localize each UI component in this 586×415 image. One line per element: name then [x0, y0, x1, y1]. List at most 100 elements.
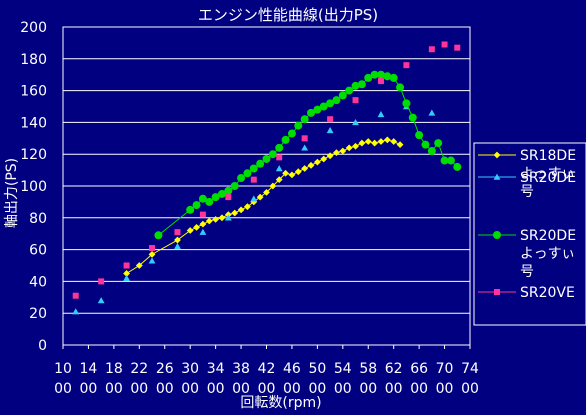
data-point-triangle	[428, 109, 436, 116]
y-tick-label: 80	[29, 211, 47, 227]
data-point-circle	[408, 113, 417, 122]
data-point-triangle	[352, 119, 359, 126]
data-point-triangle	[377, 111, 385, 118]
x-tick-label: 46 00	[283, 361, 301, 397]
x-tick-label-line: 00	[130, 381, 148, 397]
x-tick-label: 62 00	[385, 361, 403, 397]
y-tick-label: 180	[20, 52, 47, 68]
y-tick-label: 40	[29, 274, 47, 290]
data-point-circle	[389, 73, 398, 82]
data-point-circle	[300, 115, 309, 124]
data-point-square	[454, 44, 461, 51]
data-point-diamond	[205, 217, 213, 225]
data-point-triangle	[148, 257, 156, 264]
data-point-circle	[287, 129, 296, 138]
x-tick-label-line: 00	[385, 381, 403, 397]
data-point-diamond	[282, 169, 289, 177]
data-point-circle	[364, 73, 373, 82]
data-point-circle	[211, 193, 220, 202]
data-point-square	[123, 262, 130, 269]
x-tick-label-line: 00	[258, 381, 276, 397]
y-tick-label: 140	[20, 115, 47, 131]
series-3	[72, 41, 461, 299]
data-point-circle	[370, 70, 379, 79]
x-tick-label-line: 00	[232, 381, 250, 397]
data-point-circle	[224, 186, 233, 195]
x-tick-label: 54 00	[334, 361, 352, 397]
data-point-circle	[332, 96, 341, 105]
data-point-diamond	[301, 165, 309, 172]
data-point-diamond	[231, 209, 239, 217]
data-point-triangle	[301, 144, 309, 151]
data-point-diamond	[339, 147, 347, 155]
x-tick-label-line: 00	[181, 381, 199, 397]
data-point-circle	[434, 139, 443, 148]
data-point-diamond	[237, 206, 245, 214]
legend-label-line: よっすぃ	[520, 246, 575, 262]
data-point-circle	[427, 147, 436, 156]
data-point-circle	[275, 143, 284, 152]
x-tick-label-line: 00	[156, 381, 174, 397]
x-tick-label-line: 00	[105, 381, 123, 397]
data-point-diamond	[294, 168, 302, 176]
data-point-diamond	[371, 139, 379, 147]
data-point-diamond	[307, 161, 315, 169]
data-point-triangle	[72, 308, 80, 315]
x-tick-label: 14 00	[80, 361, 98, 397]
data-point-diamond	[396, 141, 404, 149]
x-tick-label-line: 54	[334, 361, 352, 377]
data-point-triangle	[224, 214, 232, 221]
x-tick-label: 50 00	[308, 361, 326, 397]
data-point-square	[149, 245, 156, 252]
data-point-diamond	[345, 144, 353, 152]
x-tick-label-line: 10	[54, 361, 72, 377]
legend-label: SR20DE よっすぃ号	[520, 228, 576, 280]
data-point-square	[441, 41, 448, 48]
data-point-square	[250, 176, 257, 183]
data-point-diamond	[313, 158, 321, 166]
data-point-square	[377, 78, 384, 85]
x-tick-label-line: 00	[436, 381, 454, 397]
x-tick-label-line: 74	[461, 361, 479, 377]
x-tick-label: 18 00	[105, 361, 123, 397]
data-point-circle	[326, 99, 335, 108]
data-point-diamond	[364, 138, 372, 145]
x-tick-label: 38 00	[232, 361, 250, 397]
data-point-triangle	[123, 274, 130, 281]
x-tick-label-line: 38	[232, 361, 250, 377]
x-tick-label-line: 42	[258, 361, 276, 377]
data-point-square	[225, 194, 232, 201]
x-tick-label: 34 00	[207, 361, 225, 397]
x-tick-label: 42 00	[258, 361, 276, 397]
legend-label: SR20DE	[520, 170, 576, 186]
data-point-circle	[313, 105, 322, 114]
data-point-diamond	[383, 136, 391, 144]
data-point-triangle	[199, 228, 207, 235]
series-0	[123, 136, 404, 277]
data-point-circle	[281, 135, 290, 144]
data-point-diamond	[199, 220, 207, 228]
data-point-circle	[243, 169, 252, 178]
data-point-diamond	[390, 138, 398, 145]
data-point-triangle	[326, 126, 334, 134]
data-point-triangle	[275, 165, 283, 172]
series-layer	[72, 41, 462, 315]
data-point-diamond	[148, 250, 156, 258]
data-point-circle	[294, 121, 303, 130]
grid-layer	[62, 26, 471, 346]
x-tick-label-line: 18	[105, 361, 123, 377]
x-tick-label-line: 00	[461, 381, 479, 397]
legend-item-2: SR20DE よっすぃ号	[478, 228, 576, 280]
data-point-square	[428, 46, 435, 53]
data-point-circle	[396, 83, 405, 92]
data-point-circle	[256, 159, 265, 168]
data-point-circle	[345, 86, 354, 95]
x-tick-label-line: 00	[207, 381, 225, 397]
x-tick-label-line: 00	[410, 381, 428, 397]
legend-item-0: SR18DE よっすぃ号	[478, 148, 576, 200]
data-point-circle	[421, 140, 430, 149]
x-tick-label-line: 14	[80, 361, 98, 377]
data-point-diamond	[218, 214, 226, 222]
